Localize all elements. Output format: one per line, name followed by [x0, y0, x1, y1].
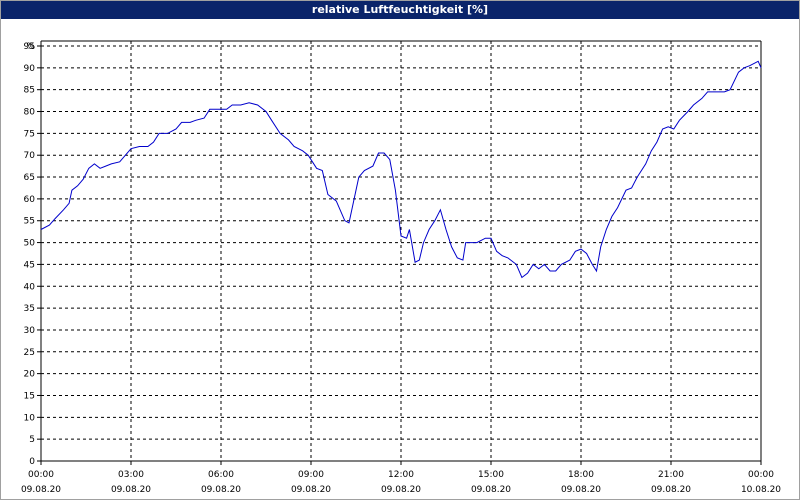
y-tick-label: 55	[24, 217, 35, 227]
x-tick-date-label: 09.08.20	[291, 485, 331, 495]
y-tick-label: 30	[24, 326, 36, 336]
x-tick-date-label: 09.08.20	[651, 485, 691, 495]
y-tick-label: 5	[29, 435, 35, 445]
y-tick-label: 0	[29, 457, 35, 467]
y-tick-label: 15	[24, 391, 35, 401]
x-tick-date-label: 09.08.20	[201, 485, 241, 495]
x-tick-date-label: 09.08.20	[381, 485, 421, 495]
y-tick-label: 60	[24, 195, 36, 205]
x-tick-time-label: 12:00	[388, 470, 414, 480]
x-tick-date-label: 09.08.20	[561, 485, 601, 495]
x-tick-date-label: 09.08.20	[471, 485, 511, 495]
x-tick-time-label: 21:00	[658, 470, 684, 480]
y-tick-label: 90	[24, 64, 36, 74]
x-tick-date-label: 10.08.20	[741, 485, 781, 495]
y-tick-label: 25	[24, 348, 35, 358]
y-tick-label: 70	[24, 151, 36, 161]
y-tick-label: 20	[24, 370, 36, 380]
x-tick-time-label: 00:00	[748, 470, 774, 480]
y-tick-label: 75	[24, 129, 35, 139]
chart-title: relative Luftfeuchtigkeit [%]	[1, 1, 799, 19]
y-tick-label: 40	[24, 282, 36, 292]
y-tick-label: 10	[24, 413, 36, 423]
x-tick-date-label: 09.08.20	[21, 485, 61, 495]
y-tick-label: 45	[24, 260, 35, 270]
y-tick-label: 50	[24, 239, 36, 249]
series-line-0	[40, 60, 762, 279]
x-tick-time-label: 00:00	[28, 470, 54, 480]
x-tick-time-label: 15:00	[478, 470, 504, 480]
y-tick-label: 95	[24, 42, 35, 52]
y-tick-label: 80	[24, 108, 36, 118]
y-axis-label: %	[26, 42, 35, 52]
x-tick-time-label: 18:00	[568, 470, 594, 480]
x-tick-time-label: 03:00	[118, 470, 144, 480]
x-tick-time-label: 09:00	[298, 470, 324, 480]
x-tick-date-label: 09.08.20	[111, 485, 151, 495]
y-tick-label: 35	[24, 304, 35, 314]
y-tick-label: 65	[24, 173, 35, 183]
x-tick-time-label: 06:00	[208, 470, 234, 480]
y-tick-label: 85	[24, 86, 35, 96]
